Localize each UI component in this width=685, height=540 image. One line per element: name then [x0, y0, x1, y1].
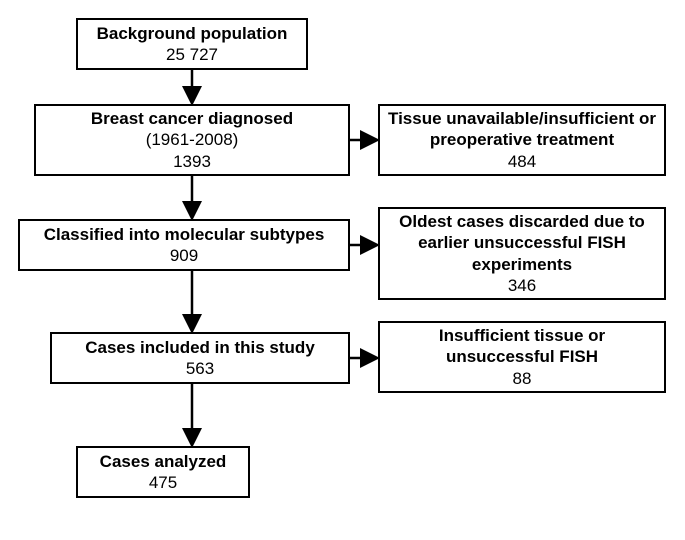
node-title: Insufficient tissue or unsuccessful FISH — [388, 325, 656, 368]
node-title: Classified into molecular subtypes — [44, 224, 325, 245]
node-cases-analyzed: Cases analyzed 475 — [76, 446, 250, 498]
node-breast-cancer-diagnosed: Breast cancer diagnosed (1961-2008) 1393 — [34, 104, 350, 176]
node-cases-included: Cases included in this study 563 — [50, 332, 350, 384]
flowchart-container: Background population 25 727 Breast canc… — [18, 18, 667, 522]
node-value: 563 — [186, 358, 214, 379]
node-title: Cases analyzed — [100, 451, 227, 472]
node-background-population: Background population 25 727 — [76, 18, 308, 70]
node-value: 88 — [513, 368, 532, 389]
node-subtitle: (1961-2008) — [146, 129, 239, 150]
node-tissue-unavailable: Tissue unavailable/insufficient or preop… — [378, 104, 666, 176]
node-value: 1393 — [173, 151, 211, 172]
node-value: 484 — [508, 151, 536, 172]
node-insufficient-tissue: Insufficient tissue or unsuccessful FISH… — [378, 321, 666, 393]
node-oldest-discarded: Oldest cases discarded due to earlier un… — [378, 207, 666, 300]
node-classified-subtypes: Classified into molecular subtypes 909 — [18, 219, 350, 271]
node-value: 475 — [149, 472, 177, 493]
node-value: 25 727 — [166, 44, 218, 65]
node-value: 346 — [508, 275, 536, 296]
node-title: Cases included in this study — [85, 337, 315, 358]
node-title: Oldest cases discarded due to earlier un… — [388, 211, 656, 275]
node-value: 909 — [170, 245, 198, 266]
node-title: Breast cancer diagnosed — [91, 108, 293, 129]
node-title: Tissue unavailable/insufficient or preop… — [388, 108, 656, 151]
node-title: Background population — [97, 23, 288, 44]
